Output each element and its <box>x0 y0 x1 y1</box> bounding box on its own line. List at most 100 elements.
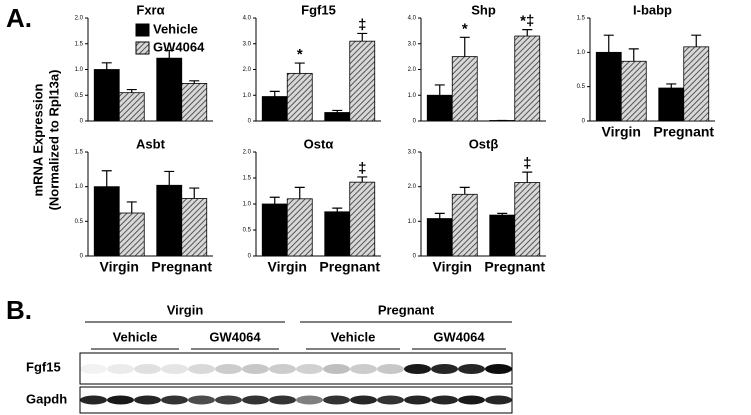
blot-band <box>242 364 269 374</box>
error-bar <box>603 34 614 53</box>
blot-band <box>107 395 134 405</box>
y-axis-label: mRNA Expression (Normalized to Rpl13a) <box>30 70 61 211</box>
error-bar <box>357 32 368 42</box>
error-bar <box>332 207 343 212</box>
bar <box>349 40 376 122</box>
blot-band <box>161 395 188 405</box>
error-bar <box>164 49 175 59</box>
annotation: *‡ <box>520 13 534 30</box>
blot-row-label: Fgf15 <box>26 359 61 374</box>
panel-label: A. <box>6 3 32 33</box>
bar <box>426 218 453 257</box>
bar <box>261 203 288 257</box>
error-bar <box>164 170 175 186</box>
y-tick-label: 0 <box>248 254 252 260</box>
bar <box>261 96 288 122</box>
x-tick-label: Virgin <box>100 259 139 275</box>
legend-swatch <box>135 23 150 37</box>
blot-band <box>323 364 350 374</box>
x-tick-label: Virgin <box>602 124 641 140</box>
annotation: ‡ <box>358 16 366 33</box>
chart-title: Fgf15 <box>301 2 336 17</box>
blot-band <box>485 395 512 405</box>
error-bar <box>434 212 445 219</box>
treatment-label: Vehicle <box>113 329 158 344</box>
y-tick-label: 1.5 <box>75 150 84 156</box>
chart-title: Shp <box>471 2 496 17</box>
blot-band <box>269 395 296 405</box>
bar <box>595 51 622 122</box>
bar <box>683 46 710 122</box>
legend-swatch <box>135 41 150 55</box>
blot-band <box>377 395 404 405</box>
blot-row-label: Gapdh <box>26 391 67 406</box>
bar <box>156 184 183 257</box>
annotation: * <box>297 46 303 63</box>
bar <box>156 57 183 122</box>
bar <box>451 193 478 257</box>
blot-band <box>485 364 512 374</box>
y-tick-label: 2.0 <box>243 67 252 73</box>
y-tick-label: 1.0 <box>243 93 252 99</box>
group-label: Pregnant <box>378 302 435 317</box>
y-tick-label: 2.0 <box>75 16 84 22</box>
y-tick-label: 1.0 <box>243 202 252 208</box>
bar <box>93 186 120 257</box>
bar <box>181 83 208 122</box>
treatment-label: Vehicle <box>331 329 376 344</box>
panel-label: B. <box>6 295 32 325</box>
bar <box>426 94 453 122</box>
y-tick-label: 1.0 <box>75 67 84 73</box>
blot-band <box>215 395 242 405</box>
error-bar <box>269 196 280 204</box>
blot-band <box>431 364 458 374</box>
bar <box>118 212 145 257</box>
bar <box>451 56 478 122</box>
x-tick-label: Pregnant <box>653 124 714 140</box>
bar <box>286 72 313 122</box>
y-tick-label: 1.0 <box>408 93 417 99</box>
y-tick-label: 0 <box>80 254 84 260</box>
y-label-line: mRNA Expression <box>30 83 45 196</box>
treatment-label: GW4064 <box>433 329 485 344</box>
legend-label: GW4064 <box>153 39 205 54</box>
error-bar <box>189 187 200 199</box>
bar <box>514 35 541 122</box>
blot-band <box>188 395 215 405</box>
error-bar <box>126 88 137 93</box>
x-tick-label: Pregnant <box>151 259 212 275</box>
chart-title: I-babp <box>633 2 672 17</box>
bar <box>181 198 208 257</box>
error-bar <box>666 83 677 89</box>
blot-band <box>458 395 485 405</box>
blot-band <box>215 364 242 374</box>
blot-band <box>323 395 350 405</box>
y-tick-label: 0 <box>80 119 84 125</box>
y-tick-label: 1.0 <box>577 50 586 56</box>
bar <box>514 182 541 257</box>
blot-band <box>431 395 458 405</box>
error-bar <box>269 90 280 97</box>
y-tick-label: 1.5 <box>75 41 84 47</box>
error-bar <box>522 28 533 37</box>
chart-title: Ostβ <box>469 136 499 151</box>
y-label-line: (Normalized to Rpl13a) <box>46 70 61 211</box>
error-bar <box>332 109 343 113</box>
blot-band <box>296 395 323 405</box>
error-bar <box>294 62 305 74</box>
group-label: Virgin <box>167 302 204 317</box>
bar <box>118 92 145 122</box>
y-tick-label: 3.0 <box>243 41 252 47</box>
y-tick-label: 0 <box>582 119 586 125</box>
bar <box>489 214 516 257</box>
error-bar <box>126 201 137 214</box>
blot-band <box>377 364 404 374</box>
bar <box>286 198 313 257</box>
y-tick-label: 2.0 <box>243 150 252 156</box>
y-tick-label: 1.5 <box>243 176 252 182</box>
chart-title: Ostα <box>304 136 334 151</box>
x-tick-label: Virgin <box>268 259 307 275</box>
annotation: ‡ <box>523 155 531 172</box>
blot-band <box>458 364 485 374</box>
annotation: ‡ <box>358 160 366 177</box>
